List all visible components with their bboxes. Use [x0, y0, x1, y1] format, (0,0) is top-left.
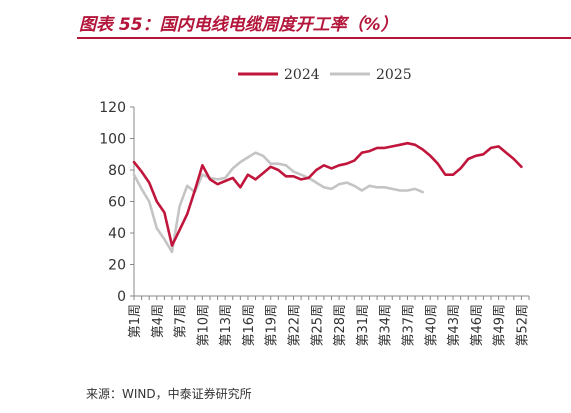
axes: 0 20 40 60 80 100 120 第1周 第4周 第7周 第10周 第13周 第16周 第19周…: [99, 100, 530, 347]
legend-label-2025: 2025: [376, 67, 412, 83]
y-tick-label: 0: [117, 289, 126, 305]
x-tick-label: 第31周: [356, 304, 371, 347]
y-tick-label: 40: [108, 226, 126, 242]
x-tick-label: 第1周: [128, 304, 143, 338]
y-tick-label: 60: [108, 195, 126, 211]
x-tick-label: 第43周: [447, 304, 462, 347]
x-tick-label: 第49周: [493, 304, 508, 347]
series-layer: [132, 141, 523, 254]
y-tick-label: 100: [99, 132, 126, 148]
x-tick-label: 第4周: [151, 304, 166, 338]
title-rule: [77, 37, 571, 39]
figure-title: 图表 55：国内电线电缆周度开工率（%）: [79, 15, 398, 35]
x-tick-label: 第28周: [333, 304, 348, 347]
x-tick-label: 第22周: [288, 304, 303, 347]
x-tick-label: 第10周: [196, 304, 211, 347]
legend-label-2024: 2024: [284, 67, 320, 83]
x-tick-label: 第25周: [310, 304, 325, 347]
x-tick-label: 第19周: [265, 304, 280, 347]
x-tick-label: 第46周: [470, 304, 485, 347]
series-line-2025: [132, 151, 425, 254]
y-tick-label: 80: [108, 163, 126, 179]
x-tick-label: 第7周: [174, 304, 189, 338]
figure-header: 图表 55：国内电线电缆周度开工率（%）: [0, 0, 571, 40]
x-tick-label: 第52周: [515, 304, 530, 347]
source-note: 来源：WIND，中泰证券研究所: [86, 387, 252, 401]
x-tick-label: 第40周: [424, 304, 439, 347]
x-tick-label: 第16周: [242, 304, 257, 347]
y-tick-label: 120: [99, 100, 126, 116]
x-tick-label: 第37周: [401, 304, 416, 347]
series-line-2024: [132, 141, 523, 247]
x-tick-label: 第34周: [379, 304, 394, 347]
x-tick-label: 第13周: [219, 304, 234, 347]
y-tick-label: 20: [108, 258, 126, 274]
legend: 2024 2025: [238, 67, 412, 83]
